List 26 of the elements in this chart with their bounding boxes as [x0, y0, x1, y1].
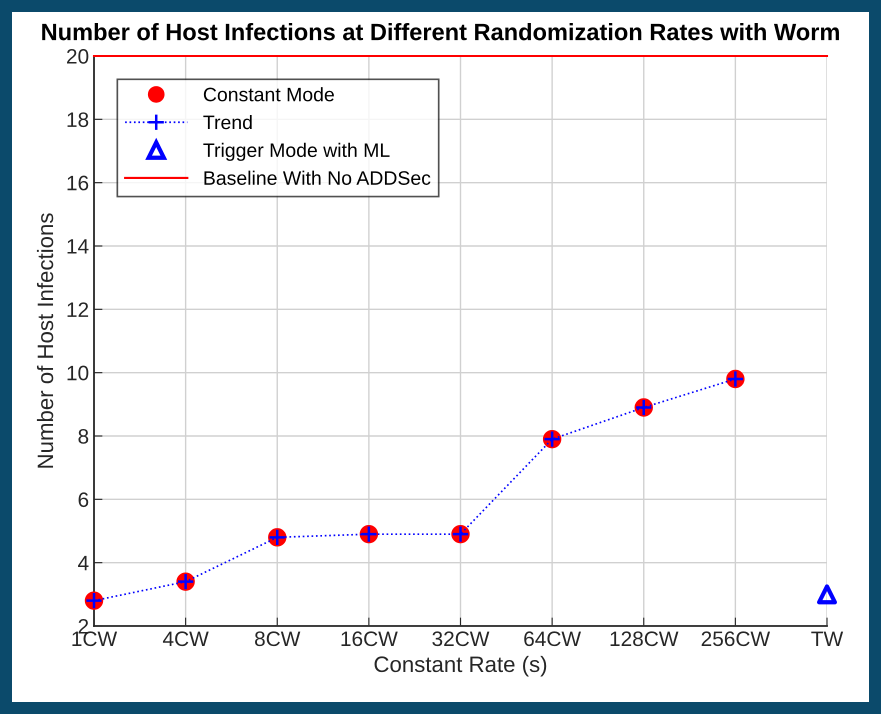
y-tick-label: 18 — [68, 112, 88, 128]
y-tick-label: 4 — [78, 556, 89, 570]
y-tick-label: 10 — [68, 366, 88, 380]
x-tick-label: 256CW — [702, 631, 770, 646]
x-axis-title: Constant Rate (s) — [374, 656, 546, 677]
legend-label: Trigger Mode with ML — [203, 142, 390, 161]
y-axis-title: Number of Host Infections — [36, 213, 54, 468]
x-tick-label: 4CW — [162, 631, 209, 646]
y-tick-label: 6 — [78, 492, 88, 508]
y-tick-label: 16 — [68, 176, 88, 190]
y-tick-label: 2 — [78, 619, 88, 634]
legend-label: Trend — [203, 114, 252, 130]
x-tick-label: 32CW — [432, 631, 490, 646]
x-tick-label: 1CW — [72, 631, 118, 646]
x-tick-label: 64CW — [524, 631, 581, 646]
legend-label: Constant Mode — [204, 87, 334, 102]
y-tick-label: 8 — [78, 429, 88, 444]
x-tick-label: 16CW — [342, 631, 398, 646]
y-tick-label: 12 — [68, 302, 88, 317]
chart-title: Number of Host Infections at Different Randomization Rates with Worm — [42, 22, 839, 40]
y-tick-label: 20 — [67, 49, 88, 64]
x-tick-label: 128CW — [610, 631, 678, 646]
y-tick-label: 14 — [68, 239, 89, 254]
legend-label: Baseline With No ADDSec — [204, 170, 430, 185]
x-tick-label: 8CW — [255, 631, 300, 646]
x-tick-label: TW — [811, 632, 844, 646]
